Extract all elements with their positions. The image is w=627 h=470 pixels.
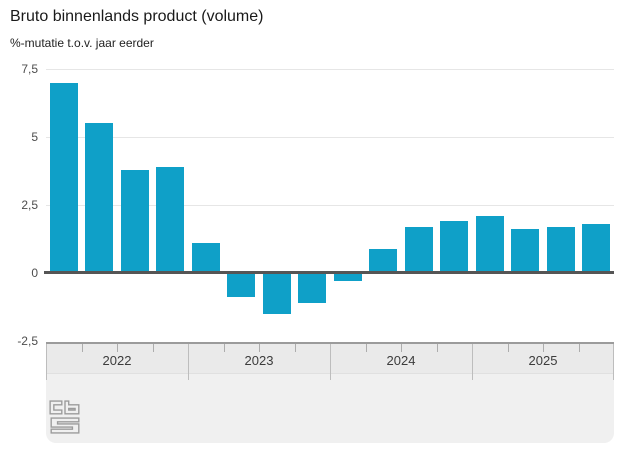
bar[interactable] [334, 273, 362, 281]
chart-subtitle: %-mutatie t.o.v. jaar eerder [10, 36, 154, 50]
bar[interactable] [476, 216, 504, 273]
bar[interactable] [85, 123, 113, 273]
plot-area: 7,5 5 2,5 0 -2,5 [17, 62, 614, 348]
year-divider [46, 344, 47, 380]
bar[interactable] [511, 229, 539, 273]
bar[interactable] [547, 227, 575, 273]
quarter-tick [508, 344, 509, 352]
cbs-logo-icon [49, 400, 81, 434]
x-axis-navigator[interactable]: 2022 2023 2024 2025 [46, 342, 614, 443]
gridline [46, 137, 614, 138]
bar[interactable] [405, 227, 433, 273]
quarter-tick [82, 344, 83, 352]
y-axis-label: -2,5 [17, 334, 38, 348]
quarter-tick [153, 344, 154, 352]
year-divider [613, 344, 614, 380]
gridline [46, 205, 614, 206]
gridline [46, 69, 614, 70]
quarter-tick [366, 344, 367, 352]
y-axis-label: 2,5 [21, 198, 38, 212]
year-label: 2023 [244, 353, 274, 368]
bar[interactable] [263, 273, 291, 314]
quarter-tick [224, 344, 225, 352]
zero-axis-line [44, 271, 614, 274]
bar[interactable] [227, 273, 255, 297]
bar[interactable] [582, 224, 610, 273]
bar[interactable] [298, 273, 326, 303]
y-axis-label: 7,5 [21, 62, 38, 76]
quarter-tick [437, 344, 438, 352]
bar[interactable] [440, 221, 468, 273]
bar[interactable] [156, 167, 184, 273]
bar[interactable] [121, 170, 149, 273]
page-title: Bruto binnenlands product (volume) [10, 8, 264, 25]
year-label: 2025 [528, 353, 558, 368]
year-divider [472, 344, 473, 380]
quarter-tick [295, 344, 296, 352]
year-label: 2022 [102, 353, 132, 368]
quarter-tick [579, 344, 580, 352]
year-divider [330, 344, 331, 380]
quarter-tick [543, 344, 544, 352]
year-divider [188, 344, 189, 380]
bar[interactable] [50, 83, 78, 273]
y-axis-label: 0 [31, 266, 38, 280]
year-label: 2024 [386, 353, 416, 368]
quarter-tick [117, 344, 118, 352]
quarter-tick [401, 344, 402, 352]
bar[interactable] [369, 249, 397, 273]
quarter-tick [259, 344, 260, 352]
y-axis-label: 5 [31, 130, 38, 144]
bar[interactable] [192, 243, 220, 273]
